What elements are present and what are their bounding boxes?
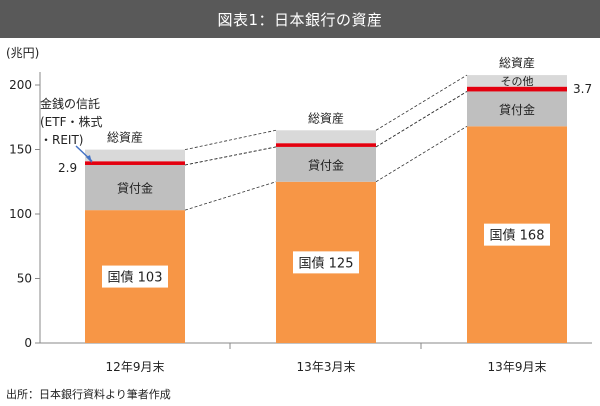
segment-connector-line bbox=[375, 74, 468, 131]
y-tick-label: 0 bbox=[24, 336, 32, 350]
x-tick-label: 12年9月末 bbox=[106, 360, 165, 374]
segment-connector-line bbox=[184, 129, 277, 151]
govt-bonds-label-box bbox=[484, 223, 550, 246]
source-note: 出所：日本銀行資料より筆者作成 bbox=[6, 388, 171, 401]
bar-segment-money-trust bbox=[276, 143, 376, 147]
money-trust-value-last: 3.7 bbox=[573, 82, 592, 96]
bar-segment-money-trust bbox=[467, 86, 567, 92]
y-tick-label: 150 bbox=[9, 143, 32, 157]
money-trust-callout-text: (ETF・株式 bbox=[40, 114, 103, 129]
chart-title-text: 図表1：日本銀行の資産 bbox=[217, 10, 383, 29]
loans-label: 貸付金 bbox=[499, 102, 535, 117]
bar-segment-other bbox=[85, 149, 185, 162]
x-tick-label: 13年9月末 bbox=[488, 360, 547, 374]
segment-connector-line bbox=[375, 125, 468, 183]
segment-connector-line bbox=[184, 146, 277, 166]
money-trust-callout-text: 金銭の信託 bbox=[40, 96, 100, 111]
govt-bonds-label: 国債 103 bbox=[108, 271, 163, 286]
govt-bonds-label-box bbox=[102, 265, 168, 288]
govt-bonds-label-box bbox=[293, 251, 359, 274]
money-trust-callout-text: ・REIT) bbox=[40, 133, 83, 147]
bar-segment-loans bbox=[85, 164, 185, 211]
govt-bonds-label: 国債 125 bbox=[299, 256, 354, 271]
total-assets-label: 総資産 bbox=[107, 130, 143, 145]
bar-segment-money-trust bbox=[85, 161, 185, 165]
govt-bonds-label: 国債 168 bbox=[490, 229, 545, 244]
x-tick-label: 13年3月末 bbox=[297, 360, 356, 374]
segment-connector-line bbox=[184, 181, 277, 211]
bar-segment-other bbox=[276, 130, 376, 144]
money-trust-value-first: 2.9 bbox=[58, 161, 77, 175]
chart-title: 図表1：日本銀行の資産 bbox=[0, 0, 600, 38]
other-label: その他 bbox=[501, 75, 534, 88]
total-assets-label: 総資産 bbox=[308, 110, 344, 125]
y-tick-label: 100 bbox=[9, 207, 32, 221]
bar-segment-loans bbox=[276, 146, 376, 182]
bar-segment-other bbox=[467, 75, 567, 87]
y-axis-unit-label: (兆円) bbox=[6, 46, 39, 60]
total-assets-label: 総資産 bbox=[499, 55, 535, 70]
loans-label: 貸付金 bbox=[308, 157, 344, 172]
loans-label: 貸付金 bbox=[117, 181, 153, 196]
bar-segment-loans bbox=[467, 91, 567, 127]
y-tick-label: 50 bbox=[17, 272, 32, 286]
y-tick-label: 200 bbox=[9, 78, 32, 92]
money-trust-callout-arrowhead bbox=[86, 155, 92, 164]
segment-connector-line bbox=[375, 91, 468, 148]
